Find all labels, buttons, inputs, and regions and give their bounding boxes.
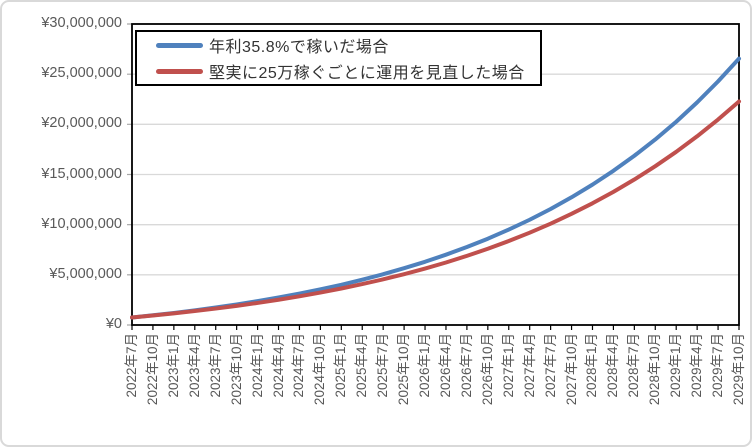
x-axis-tick-label: 2029年1月 <box>668 333 684 398</box>
x-axis-tick-label: 2023年7月 <box>207 333 223 398</box>
x-axis-tick-label: 2025年10月 <box>396 333 412 406</box>
x-axis-tick-label: 2025年1月 <box>333 333 349 398</box>
legend-line-swatch-icon <box>156 68 203 74</box>
x-axis-tick-label: 2022年7月 <box>124 333 139 398</box>
series-line-1 <box>130 99 741 320</box>
y-axis-tick-label: ¥25,000,000 <box>41 65 122 82</box>
x-axis-tick-label: 2026年7月 <box>458 333 474 398</box>
plot-border <box>131 23 740 326</box>
legend-item[interactable]: 堅実に25万稼ぐごとに運用を見直した場合 <box>156 58 540 84</box>
x-axis-tick-label: 2024年4月 <box>270 333 286 398</box>
y-axis-tick-label: ¥20,000,000 <box>41 115 122 132</box>
x-axis-tick-label: 2028年10月 <box>647 333 663 406</box>
x-axis-tick-label: 2024年10月 <box>312 333 328 406</box>
x-axis-tick-label: 2028年7月 <box>626 333 642 398</box>
x-axis-tick-label: 2025年4月 <box>354 333 370 398</box>
legend-label: 年利35.8%で稼いだ場合 <box>209 39 389 56</box>
x-axis-tick-label: 2027年4月 <box>521 333 537 398</box>
x-axis-tick-label: 2027年10月 <box>563 333 579 406</box>
x-axis-tick-label: 2024年7月 <box>291 333 307 398</box>
legend-label: 堅実に25万稼ぐごとに運用を見直した場合 <box>209 65 525 82</box>
x-axis-tick-label: 2029年10月 <box>731 333 746 406</box>
x-axis-tick-label: 2023年1月 <box>165 333 181 398</box>
x-axis-tick-label: 2023年10月 <box>228 333 244 406</box>
x-axis-tick-label: 2026年10月 <box>479 333 495 406</box>
y-axis-tick-label: ¥30,000,000 <box>41 15 122 31</box>
legend[interactable]: 年利35.8%で稼いだ場合堅実に25万稼ぐごとに運用を見直した場合 <box>135 30 542 86</box>
x-axis-tick-label: 2026年1月 <box>417 333 433 398</box>
x-axis-tick-label: 2027年1月 <box>500 333 516 398</box>
x-axis-tick-label: 2025年7月 <box>375 333 391 398</box>
x-axis-tick-label: 2029年4月 <box>689 333 705 398</box>
y-axis-tick-label: ¥5,000,000 <box>49 265 122 282</box>
x-axis-tick-label: 2023年4月 <box>186 333 202 398</box>
x-axis-tick-label: 2027年7月 <box>542 333 558 398</box>
x-axis-tick-label: 2024年1月 <box>249 333 265 398</box>
legend-line-swatch-icon <box>156 42 203 48</box>
legend-item[interactable]: 年利35.8%で稼いだ場合 <box>156 32 540 58</box>
y-axis-tick-label: ¥0 <box>105 316 122 332</box>
series-line-0 <box>130 56 741 320</box>
x-axis-tick-label: 2026年4月 <box>437 333 453 398</box>
x-axis-tick-label: 2022年10月 <box>144 333 160 406</box>
x-axis-tick-label: 2028年1月 <box>584 333 600 398</box>
y-axis-tick-label: ¥15,000,000 <box>41 165 122 182</box>
y-axis-tick-label: ¥10,000,000 <box>41 215 122 232</box>
x-axis-tick-label: 2028年4月 <box>605 333 621 398</box>
x-axis-tick-label: 2029年7月 <box>710 333 726 398</box>
